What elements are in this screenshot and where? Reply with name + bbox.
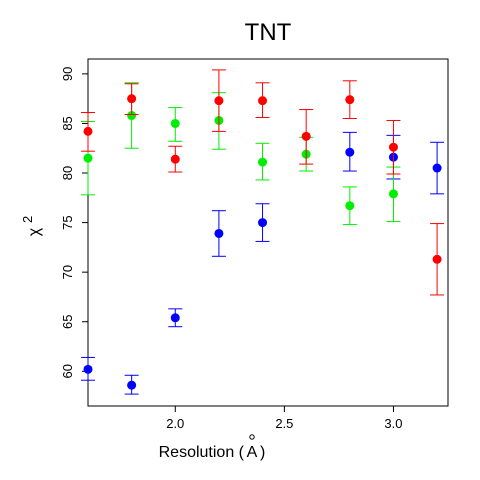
y-axis-label-base: χ bbox=[26, 227, 43, 236]
x-axis-label-text: Resolution ( bbox=[159, 444, 245, 461]
plot-frame bbox=[87, 58, 449, 407]
data-point bbox=[345, 201, 355, 211]
data-point bbox=[83, 153, 93, 163]
y-tick-label: 90 bbox=[60, 67, 75, 81]
data-point bbox=[345, 95, 355, 105]
y-tick-label: 80 bbox=[60, 166, 75, 180]
x-tick-label: 3.0 bbox=[384, 416, 402, 431]
data-point bbox=[432, 163, 442, 173]
data-point bbox=[258, 218, 268, 228]
x-axis-label-unit: A bbox=[247, 444, 258, 461]
angstrom-ring bbox=[249, 434, 255, 440]
data-point bbox=[345, 147, 355, 157]
y-tick-label: 70 bbox=[60, 265, 75, 279]
series-red bbox=[81, 69, 445, 296]
data-point bbox=[214, 96, 224, 106]
data-point bbox=[432, 254, 442, 264]
series-green bbox=[81, 82, 401, 226]
y-axis-label: χ 2 bbox=[20, 216, 43, 236]
data-point bbox=[301, 131, 311, 141]
data-point bbox=[83, 364, 93, 374]
data-point bbox=[388, 189, 398, 199]
y-tick-label: 60 bbox=[60, 364, 75, 378]
data-point bbox=[170, 154, 180, 164]
y-tick-label: 75 bbox=[60, 215, 75, 229]
chart-title: TNT bbox=[245, 19, 292, 46]
data-point bbox=[388, 142, 398, 152]
series-blue bbox=[81, 131, 445, 395]
data-point bbox=[170, 313, 180, 323]
data-point bbox=[127, 94, 137, 104]
x-axis-ticks: 2.0 2.5 3.0 bbox=[166, 406, 402, 431]
y-tick-label: 85 bbox=[60, 116, 75, 130]
x-tick-label: 2.0 bbox=[166, 416, 184, 431]
data-point bbox=[127, 380, 137, 390]
x-axis-label-close: ) bbox=[260, 444, 265, 461]
y-axis-label-superscript: 2 bbox=[20, 216, 35, 223]
data-point bbox=[258, 157, 268, 167]
series-layer bbox=[81, 69, 445, 395]
x-tick-label: 2.5 bbox=[275, 416, 293, 431]
data-point bbox=[83, 126, 93, 136]
data-point bbox=[170, 118, 180, 128]
data-point bbox=[214, 228, 224, 238]
y-tick-label: 65 bbox=[60, 314, 75, 328]
data-point bbox=[258, 96, 268, 106]
x-axis-label: Resolution ( A ) bbox=[159, 434, 265, 461]
data-point bbox=[127, 111, 137, 121]
axes bbox=[87, 58, 449, 407]
